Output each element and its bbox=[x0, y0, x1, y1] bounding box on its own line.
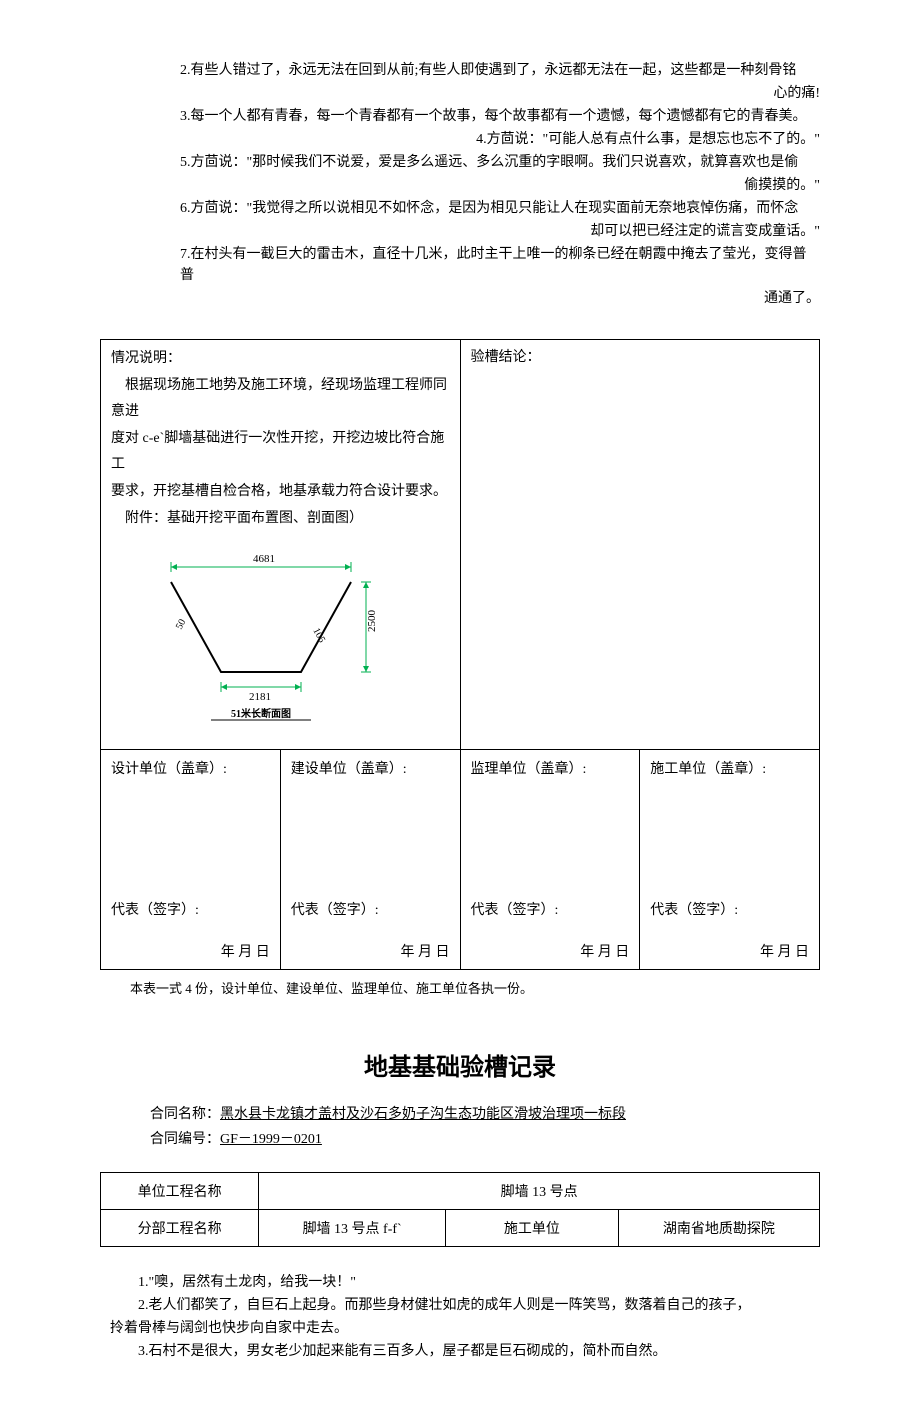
quote-3: 3.每一个人都有青春，每一个青春都有一个故事，每个故事都有一个遗憾，每个遗憾都有… bbox=[180, 106, 820, 127]
cross-section-diagram: 4681 50 105 2500 bbox=[131, 552, 450, 743]
quote-5a: 5.方茴说："那时候我们不说爱，爱是多么遥远、多么沉重的字眼啊。我们只说喜欢，就… bbox=[180, 152, 820, 173]
quote-2a: 2.有些人错过了，永远无法在回到从前;有些人即使遇到了，永远都无法在一起，这些都… bbox=[180, 60, 820, 81]
bquote-2b: 拎着骨棒与阔剑也快步向自家中走去。 bbox=[110, 1318, 820, 1339]
sig-supervise-date: 年 月 日 bbox=[580, 941, 629, 961]
diagram-caption: 51米长断面图 bbox=[231, 707, 291, 720]
sig-construct-rep: 代表（签字）: bbox=[650, 899, 738, 919]
quote-2b: 心的痛! bbox=[180, 83, 820, 104]
sig-cell-build: 建设单位（盖章）: 代表（签字）: 年 月 日 bbox=[280, 749, 460, 969]
main-form-table: 情况说明： 根据现场施工地势及施工环境，经现场监理工程师同意进 度对 c-e`脚… bbox=[100, 339, 820, 970]
bquote-1: 1."噢，居然有土龙肉，给我一块！" bbox=[110, 1272, 820, 1293]
bottom-quotes-block: 1."噢，居然有土龙肉，给我一块！" 2.老人们都笑了，自巨石上起身。而那些身材… bbox=[110, 1272, 820, 1362]
info-table: 单位工程名称 脚墙 13 号点 分部工程名称 脚墙 13 号点 f-f` 施工单… bbox=[100, 1172, 820, 1247]
sig-construct-title: 施工单位（盖章）: bbox=[650, 758, 809, 778]
sig-cell-construct: 施工单位（盖章）: 代表（签字）: 年 月 日 bbox=[640, 749, 820, 969]
sig-construct-date: 年 月 日 bbox=[760, 941, 809, 961]
info-r2c4: 湖南省地质勘探院 bbox=[618, 1210, 819, 1247]
sig-supervise-title: 监理单位（盖章）: bbox=[471, 758, 630, 778]
record-title: 地基基础验槽记录 bbox=[100, 1047, 820, 1082]
contract-no-value: GF－1999－0201 bbox=[220, 1132, 322, 1147]
quote-7a: 7.在村头有一截巨大的雷击木，直径十几米，此时主干上唯一的柳条已经在朝霞中掩去了… bbox=[180, 244, 820, 286]
dim-left-slope: 50 bbox=[174, 618, 188, 632]
desc-line1: 根据现场施工地势及施工环境，经现场监理工程师同意进 bbox=[111, 378, 447, 420]
quote-6b: 却可以把已经注定的谎言变成童话。" bbox=[180, 221, 820, 242]
sig-build-title: 建设单位（盖章）: bbox=[291, 758, 450, 778]
info-r1c2: 脚墙 13 号点 bbox=[259, 1173, 820, 1210]
quote-5b: 偷摸摸的。" bbox=[180, 175, 820, 196]
sig-cell-design: 设计单位（盖章）: 代表（签字）: 年 月 日 bbox=[101, 749, 281, 969]
bquote-3: 3.石村不是很大，男女老少加起来能有三百多人，屋子都是巨石砌成的，简朴而自然。 bbox=[110, 1341, 820, 1362]
desc-line2: 度对 c-e`脚墙基础进行一次性开挖，开挖边坡比符合施工 bbox=[111, 431, 444, 473]
sig-build-rep: 代表（签字）: bbox=[291, 899, 379, 919]
conclusion-cell: 验槽结论： bbox=[460, 340, 820, 750]
top-quotes-block: 2.有些人错过了，永远无法在回到从前;有些人即使遇到了，永远都无法在一起，这些都… bbox=[180, 60, 820, 309]
info-r2c2: 脚墙 13 号点 f-f` bbox=[259, 1210, 446, 1247]
sig-cell-supervise: 监理单位（盖章）: 代表（签字）: 年 月 日 bbox=[460, 749, 640, 969]
quote-7b: 通通了。 bbox=[180, 288, 820, 309]
info-r2c1: 分部工程名称 bbox=[101, 1210, 259, 1247]
quote-4: 4.方茴说："可能人总有点什么事，是想忘也忘不了的。" bbox=[180, 129, 820, 150]
quote-6a: 6.方茴说："我觉得之所以说相见不如怀念，是因为相见只能让人在现实面前无奈地哀悼… bbox=[180, 198, 820, 219]
sig-build-date: 年 月 日 bbox=[401, 941, 450, 961]
desc-line4: 附件：基础开挖平面布置图、剖面图） bbox=[125, 511, 363, 526]
table-footnote: 本表一式 4 份，设计单位、建设单位、监理单位、施工单位各执一份。 bbox=[130, 978, 820, 997]
bquote-2a: 2.老人们都笑了，自巨石上起身。而那些身材健壮如虎的成年人则是一阵笑骂，数落着自… bbox=[110, 1295, 820, 1316]
contract-no-label: 合同编号： bbox=[150, 1132, 220, 1147]
sig-design-date: 年 月 日 bbox=[221, 941, 270, 961]
info-r1c1: 单位工程名称 bbox=[101, 1173, 259, 1210]
conclusion-title: 验槽结论： bbox=[471, 350, 541, 365]
desc-line3: 要求，开挖基槽自检合格，地基承载力符合设计要求。 bbox=[111, 484, 447, 499]
contract-name-line: 合同名称：黑水县卡龙镇才盖村及沙石多奶子沟生态功能区滑坡治理项一标段 bbox=[150, 1102, 820, 1127]
dim-top: 4681 bbox=[253, 553, 275, 565]
description-cell: 情况说明： 根据现场施工地势及施工环境，经现场监理工程师同意进 度对 c-e`脚… bbox=[101, 340, 461, 750]
info-r2c3: 施工单位 bbox=[446, 1210, 619, 1247]
contract-name-label: 合同名称： bbox=[150, 1107, 220, 1122]
contract-no-line: 合同编号：GF－1999－0201 bbox=[150, 1127, 820, 1152]
dim-height: 2500 bbox=[366, 610, 378, 633]
dim-bottom: 2181 bbox=[249, 691, 271, 703]
sig-design-title: 设计单位（盖章）: bbox=[111, 758, 270, 778]
sig-design-rep: 代表（签字）: bbox=[111, 899, 199, 919]
sig-supervise-rep: 代表（签字）: bbox=[471, 899, 559, 919]
desc-title: 情况说明： bbox=[111, 351, 181, 366]
contract-name-value: 黑水县卡龙镇才盖村及沙石多奶子沟生态功能区滑坡治理项一标段 bbox=[220, 1107, 626, 1122]
